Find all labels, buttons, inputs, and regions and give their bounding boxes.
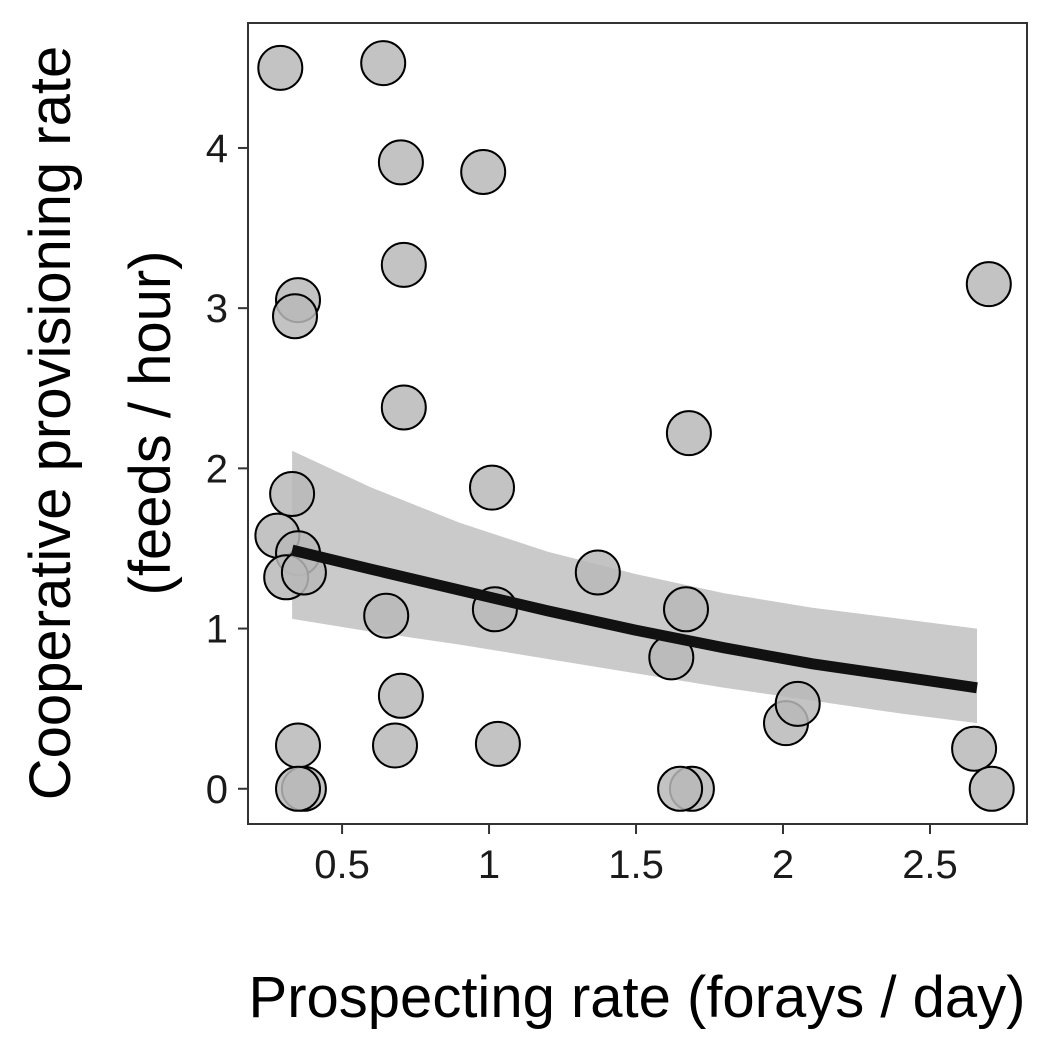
- x-tick-label: 1: [478, 843, 500, 887]
- data-point: [469, 464, 515, 511]
- data-point: [257, 44, 304, 91]
- data-point: [380, 384, 427, 431]
- data-point: [275, 722, 321, 769]
- confidence-band-layer: [292, 450, 978, 724]
- data-point: [275, 765, 321, 812]
- data-point: [460, 149, 507, 195]
- x-axis: 0.5 1 1.5 2 2.5: [314, 824, 958, 887]
- data-point: [377, 139, 424, 186]
- data-point: [965, 261, 1012, 308]
- y-tick-label: 3: [206, 287, 228, 331]
- y-tick-label: 4: [206, 127, 228, 171]
- fit-line: [290, 544, 978, 694]
- x-tick-label: 2: [772, 843, 794, 887]
- data-point: [663, 586, 709, 633]
- data-point: [657, 765, 704, 812]
- fit-line-layer: [290, 544, 978, 694]
- data-point: [272, 293, 318, 340]
- y-axis-title: Cooperative provisioning rate (feeds / h…: [18, 46, 183, 800]
- y-axis-title-line-1: Cooperative provisioning rate: [18, 46, 83, 800]
- data-point: [380, 241, 427, 288]
- data-point: [269, 471, 316, 517]
- x-axis-title: Prospecting rate (forays / day): [249, 965, 1026, 1030]
- y-axis: 0 1 2 3 4: [206, 127, 248, 812]
- confidence-band: [292, 450, 978, 724]
- y-axis-title-line-2: (feeds / hour): [118, 251, 183, 596]
- data-point: [968, 765, 1015, 812]
- y-tick-label: 2: [206, 447, 228, 491]
- data-point: [377, 672, 424, 719]
- x-tick-label: 2.5: [902, 843, 958, 887]
- data-point: [360, 40, 407, 87]
- data-point: [951, 725, 998, 772]
- data-point: [665, 410, 712, 457]
- data-point: [574, 549, 621, 596]
- x-tick-label: 1.5: [608, 843, 664, 887]
- y-tick-label: 0: [206, 768, 228, 812]
- x-tick-label: 0.5: [314, 843, 370, 887]
- data-point: [774, 680, 821, 727]
- points-layer: [254, 40, 1015, 812]
- data-point: [372, 722, 418, 769]
- plot-frame: [247, 22, 1028, 825]
- y-tick-label: 1: [206, 608, 228, 652]
- data-point: [363, 592, 410, 639]
- plot-frame-layer: [247, 22, 1028, 825]
- data-point: [474, 720, 521, 767]
